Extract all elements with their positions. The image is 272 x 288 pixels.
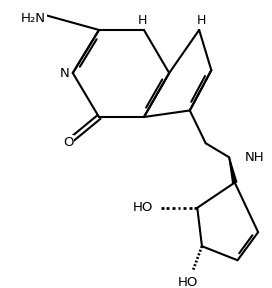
Text: O: O — [63, 136, 73, 149]
Text: H₂N: H₂N — [21, 12, 46, 25]
Text: NH: NH — [245, 151, 265, 164]
Text: N: N — [60, 67, 69, 79]
Polygon shape — [229, 157, 237, 183]
Text: H: H — [137, 14, 147, 27]
Text: H: H — [196, 14, 206, 27]
Text: HO: HO — [133, 201, 153, 214]
Text: HO: HO — [178, 276, 198, 288]
